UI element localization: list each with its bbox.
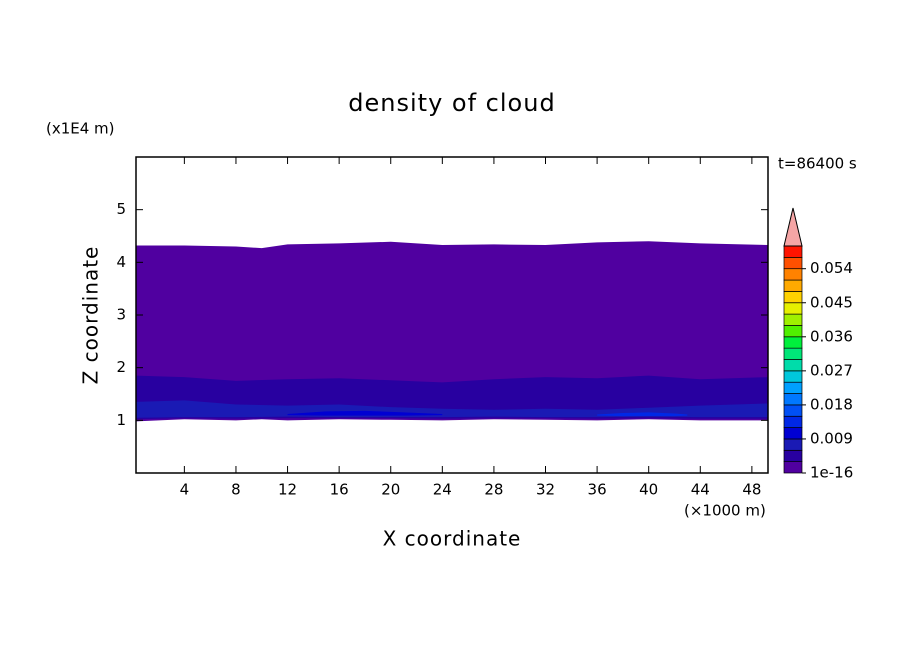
colorbar-bin [783,347,803,360]
colorbar-tick-label: 0.009 [810,429,853,447]
colorbar-bin [783,415,803,428]
contour-region [287,410,443,416]
x-tick-label: 8 [231,481,241,499]
colorbar-bin [783,313,803,326]
x-axis-label: X coordinate [383,527,522,551]
colorbar-tick-label: 0.018 [810,395,853,413]
contour-region [136,241,768,422]
colorbar-bin [783,449,803,462]
y-tick-label: 3 [116,306,126,324]
x-tick-label: 44 [691,481,710,499]
colorbar-bin [783,438,803,451]
colorbar-tick-label: 0.027 [810,361,853,379]
colorbar-bin [783,381,803,394]
colorbar-tick-label: 1e-16 [810,464,853,482]
x-tick-label: 16 [330,481,349,499]
x-tick-label: 48 [742,481,761,499]
x-tick-label: 28 [484,481,503,499]
contour-region [136,400,768,418]
y-tick-label: 2 [116,358,126,376]
colorbar-bin [783,257,803,270]
x-tick-label: 32 [536,481,555,499]
y-tick-label: 5 [116,200,126,218]
time-label: t=86400 s [778,155,857,173]
colorbar-bin [783,291,803,304]
colorbar-bin [783,461,803,474]
x-tick-label: 4 [180,481,190,499]
colorbar-bin [783,336,803,349]
y-unit: (x1E4 m) [46,120,115,138]
colorbar-tick-label: 0.045 [810,293,853,311]
x-unit: (×1000 m) [684,502,766,520]
x-tick-label: 20 [381,481,400,499]
y-tick-label: 4 [116,253,126,271]
x-tick-label: 24 [433,481,452,499]
chart-title: density of cloud [348,89,555,117]
colorbar-bin [783,245,803,258]
x-tick-label: 40 [639,481,658,499]
colorbar-bin [783,393,803,406]
colorbar-tick-label: 0.036 [810,327,853,345]
colorbar-bin [783,404,803,417]
colorbar-bin [783,359,803,372]
colorbar-tick-label: 0.054 [810,259,853,277]
colorbar-bin [783,325,803,338]
colorbar-bin [783,268,803,281]
x-tick-label: 12 [278,481,297,499]
colorbar-bin [783,427,803,440]
y-tick-label: 1 [116,411,126,429]
colorbar-bin [783,370,803,383]
colorbar-bin [783,279,803,292]
colorbar-bin [783,302,803,315]
colorbar-extend [783,207,803,247]
x-tick-label: 36 [588,481,607,499]
y-axis-label: Z coordinate [79,246,103,385]
contour-region [597,412,688,417]
